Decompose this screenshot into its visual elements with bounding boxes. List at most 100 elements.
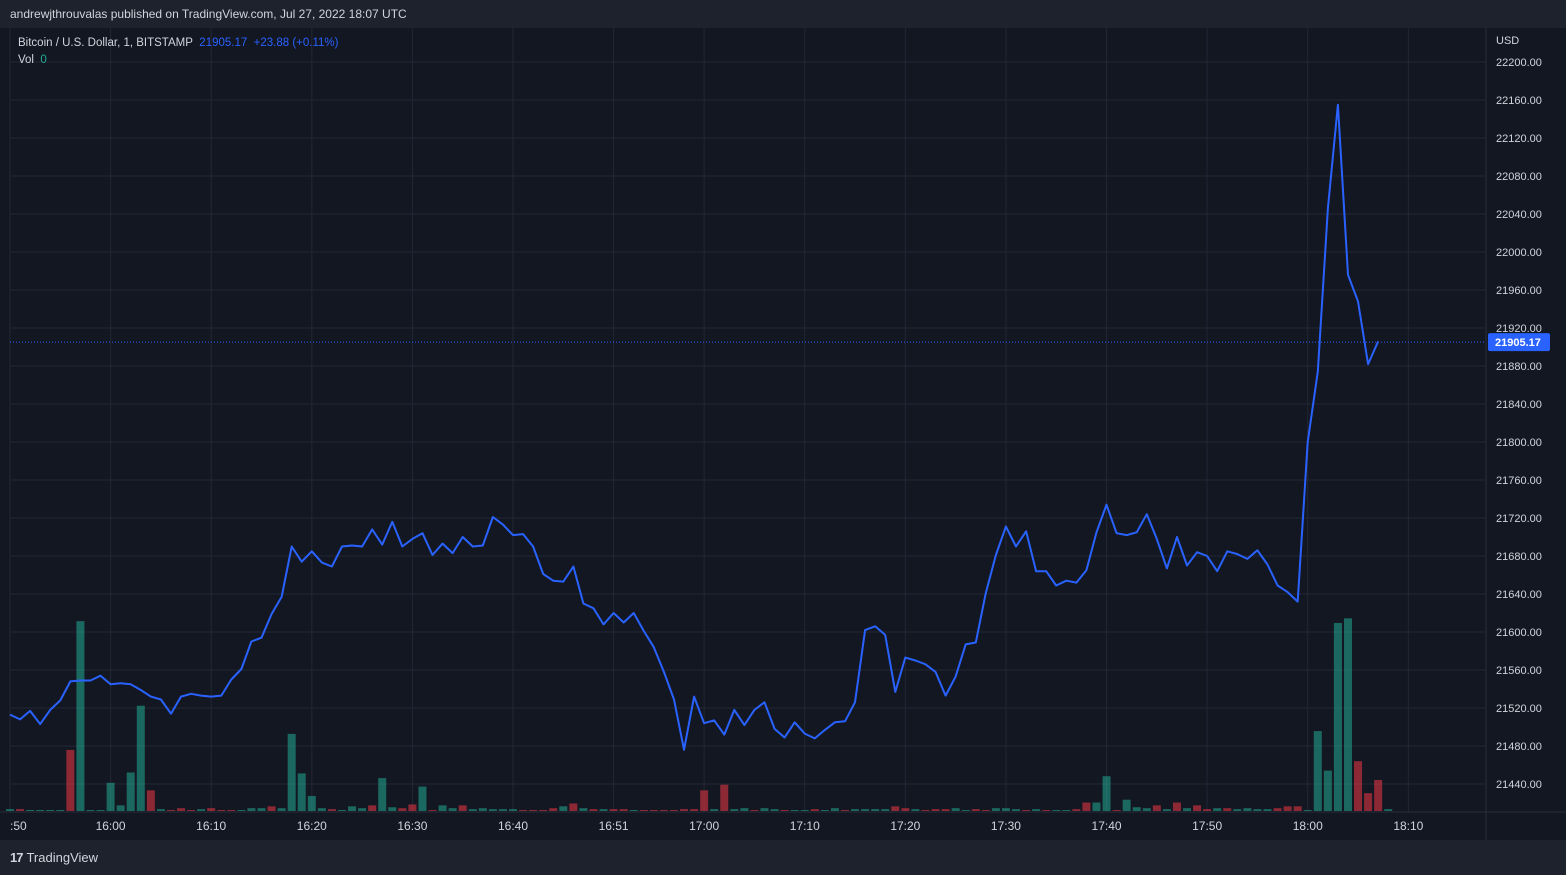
y-tick-label: 22040.00 <box>1496 209 1542 221</box>
volume-value: 0 <box>40 54 47 66</box>
x-tick-label: 16:40 <box>498 819 528 833</box>
volume-bar <box>1374 779 1383 811</box>
volume-bar <box>509 809 517 811</box>
volume-bar <box>1384 809 1393 811</box>
volume-bar <box>1172 802 1181 811</box>
volume-bar <box>1313 731 1322 811</box>
volume-bar <box>1293 806 1302 811</box>
volume-bar <box>358 808 367 811</box>
x-tick-label: 16:51 <box>599 819 629 833</box>
volume-bar <box>1263 809 1272 811</box>
volume-bar <box>559 806 568 811</box>
last-value: 21905.17 <box>199 37 248 49</box>
y-tick-label: 21720.00 <box>1496 513 1542 525</box>
y-tick-label: 21560.00 <box>1496 665 1542 677</box>
price-chart[interactable]: 21440.00 21480.00 21520.00 21560.00 21600.00… <box>0 0 1566 840</box>
volume-bar <box>1012 809 1020 811</box>
volume-bar <box>1354 761 1363 811</box>
volume-bar <box>579 808 588 811</box>
chart-legend: Bitcoin / U.S. Dollar, 1, BITSTAMP 21905… <box>18 35 338 69</box>
volume-bar <box>1152 805 1161 811</box>
volume-bar <box>971 809 980 811</box>
volume-bar <box>820 810 829 811</box>
volume-bar <box>468 809 477 811</box>
y-tick-label: 21920.00 <box>1496 323 1542 335</box>
volume-bar <box>1122 799 1131 811</box>
volume-bar <box>589 809 598 811</box>
volume-bar <box>1343 618 1352 811</box>
y-tick-label: 21840.00 <box>1496 399 1542 411</box>
y-tick-label: 22200.00 <box>1496 57 1542 69</box>
currency-label: USD <box>1496 35 1519 47</box>
volume-bar <box>659 810 668 811</box>
volume-bar <box>1273 808 1282 811</box>
volume-bar <box>569 803 578 811</box>
volume-bar <box>197 809 206 811</box>
axes: 21440.00 21480.00 21520.00 21560.00 21600.00… <box>0 28 1566 840</box>
volume-bar <box>1142 808 1151 811</box>
volume-bar <box>529 810 538 811</box>
volume-bar <box>287 733 296 811</box>
y-tick-label: 22080.00 <box>1496 171 1542 183</box>
volume-bar <box>1092 802 1101 811</box>
volume-bar <box>227 810 236 811</box>
volume-bar <box>187 810 196 811</box>
volume-bars <box>6 618 1393 811</box>
volume-bar <box>881 809 890 811</box>
volume-bar <box>86 810 95 811</box>
volume-bar <box>1233 809 1242 811</box>
volume-bar <box>438 805 447 811</box>
volume-bar <box>217 810 226 811</box>
x-tick-label: 17:50 <box>1192 819 1222 833</box>
volume-bar <box>488 809 497 811</box>
volume-bar <box>1243 808 1252 811</box>
volume-bar <box>267 806 276 811</box>
volume-bar <box>237 810 246 811</box>
volume-bar <box>800 810 809 811</box>
volume-bar <box>851 809 860 811</box>
volume-bar <box>368 805 377 811</box>
volume-bar <box>891 806 900 811</box>
volume-bar <box>156 809 165 811</box>
volume-bar <box>861 809 870 811</box>
x-tick-label: :50 <box>10 819 27 833</box>
volume-bar <box>297 773 306 811</box>
volume-bar <box>418 786 427 811</box>
volume-bar <box>1253 809 1262 811</box>
volume-bar <box>6 809 14 811</box>
volume-bar <box>458 805 467 811</box>
volume-bar <box>1303 810 1312 811</box>
volume-bar <box>1333 623 1342 811</box>
x-tick-label: 16:20 <box>297 819 327 833</box>
y-tick-label: 22120.00 <box>1496 133 1542 145</box>
legend-volume-row: Vol 0 <box>18 52 338 69</box>
y-tick-label: 22000.00 <box>1496 247 1542 259</box>
volume-bar <box>166 810 175 811</box>
volume-bar <box>106 782 115 811</box>
price-series-line[interactable] <box>9 103 1380 751</box>
volume-bar <box>16 809 25 811</box>
volume-bar <box>669 810 678 811</box>
y-tick-label: 21880.00 <box>1496 361 1542 373</box>
x-tick-label: 17:20 <box>890 819 920 833</box>
volume-label[interactable]: Vol <box>18 54 34 66</box>
volume-bar <box>1162 809 1171 811</box>
volume-bar <box>146 790 155 811</box>
volume-bar <box>378 778 387 811</box>
volume-bar <box>951 808 960 811</box>
volume-bar <box>46 810 55 811</box>
footer-bar: 17 TradingView <box>0 840 1566 875</box>
volume-bar <box>1052 810 1061 811</box>
volume-bar <box>760 808 769 811</box>
volume-bar <box>690 809 699 811</box>
volume-bar <box>941 809 950 811</box>
volume-bar <box>1022 810 1031 811</box>
volume-bar <box>96 810 105 811</box>
symbol-name[interactable]: Bitcoin / U.S. Dollar, 1, BITSTAMP <box>18 37 193 49</box>
volume-bar <box>1032 809 1041 811</box>
tradingview-brand[interactable]: 17 TradingView <box>10 850 98 865</box>
volume-bar <box>1132 807 1141 811</box>
volume-bar <box>76 621 85 811</box>
volume-bar <box>1183 808 1192 811</box>
chart-frame <box>0 28 1566 840</box>
